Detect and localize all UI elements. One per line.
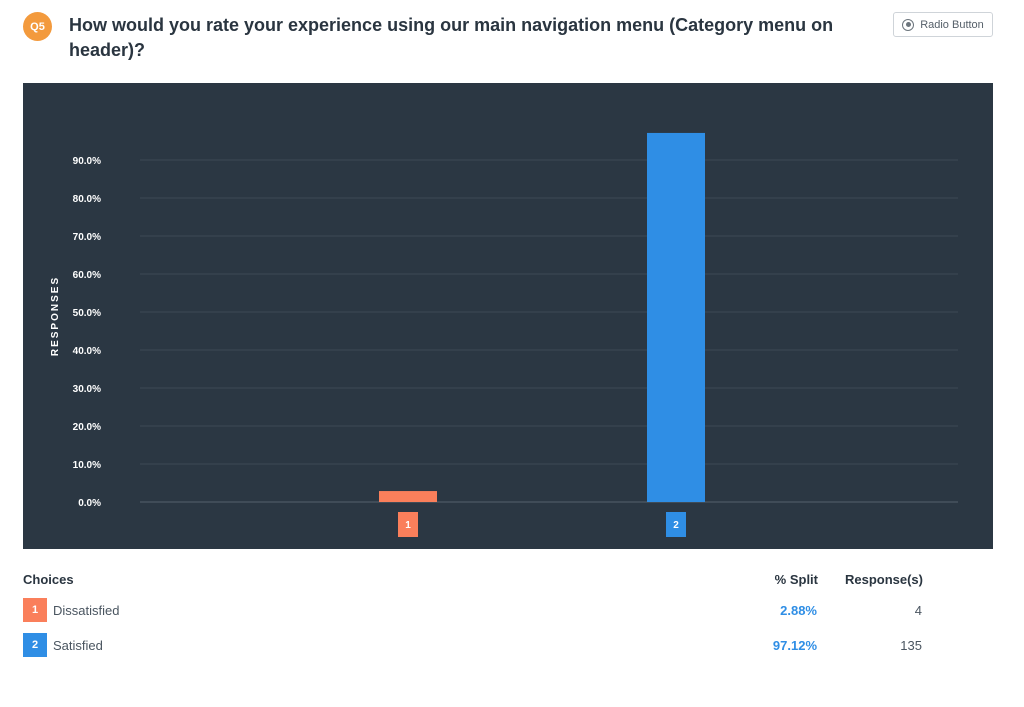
choice-label: Dissatisfied [53, 603, 120, 618]
y-tick-label: 80.0% [73, 194, 101, 205]
y-tick-label: 60.0% [73, 270, 101, 281]
radio-button-icon [902, 18, 915, 31]
question-number-badge: Q5 [23, 12, 52, 41]
bar-chart: 0.0% 10.0% 20.0% 30.0% 40.0% 50.0% 60.0% 70.0% 8… [50, 132, 958, 537]
choice-response-count: 4 [914, 603, 922, 618]
y-tick-label: 40.0% [73, 346, 101, 357]
choice-row: 1 Dissatisfied 2.88% 4 [23, 598, 923, 622]
chart-panel: 0.0% 10.0% 20.0% 30.0% 40.0% 50.0% 60.0% 70.0% 8… [23, 83, 993, 549]
choices-header: Choices [23, 572, 74, 587]
y-tick-label: 90.0% [73, 156, 101, 167]
y-tick-label: 30.0% [73, 384, 101, 395]
split-header: % Split [774, 572, 818, 587]
choice-number-badge: 1 [23, 598, 47, 622]
x-tick-label: 1 [405, 520, 411, 531]
choice-response-count: 135 [900, 638, 922, 653]
question-type-label: Radio Button [920, 18, 984, 31]
choice-split-percent: 97.12% [772, 638, 817, 653]
x-category-badge [666, 512, 686, 537]
y-tick-label: 70.0% [73, 232, 101, 243]
y-tick-label: 20.0% [73, 422, 101, 433]
question-title: How would you rate your experience using… [69, 15, 834, 60]
y-tick-label: 10.0% [73, 460, 101, 471]
y-axis-label: RESPONSES [50, 276, 61, 356]
x-category-badge [398, 512, 418, 537]
choice-row: 2 Satisfied 97.12% 135 [23, 633, 923, 657]
question-type-button[interactable]: Radio Button [893, 12, 993, 37]
y-tick-label: 50.0% [73, 308, 101, 319]
x-tick-label: 2 [673, 520, 679, 531]
choice-label: Satisfied [53, 638, 103, 653]
bar [379, 491, 437, 502]
bar [647, 132, 705, 502]
y-tick-label: 0.0% [78, 498, 101, 509]
choice-split-percent: 2.88% [780, 603, 817, 618]
choice-number-badge: 2 [23, 633, 47, 657]
responses-header: Response(s) [844, 572, 923, 587]
